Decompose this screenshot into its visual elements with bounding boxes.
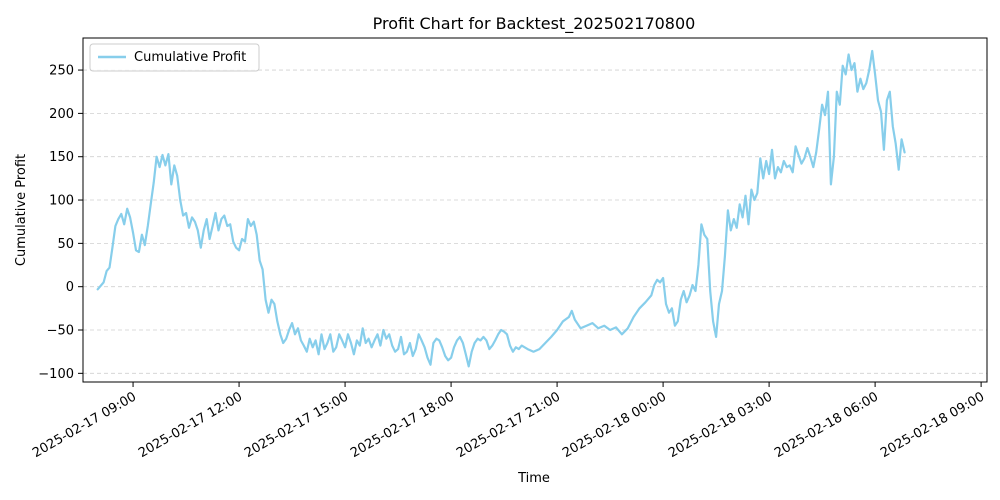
legend-label: Cumulative Profit: [134, 50, 246, 65]
y-tick-label: 150: [49, 150, 74, 165]
y-axis: −100 −50 0 50 100 150 200 250: [38, 64, 83, 382]
legend-box: [89, 43, 260, 72]
series-layer: [96, 49, 906, 368]
chart-title: Profit Chart for Backtest_202502170800: [373, 14, 696, 34]
y-tick-label: 200: [49, 107, 74, 122]
y-tick-label: 100: [49, 194, 74, 209]
y-axis-label: Cumulative Profit: [14, 154, 29, 266]
plot-frame: [82, 37, 988, 383]
y-tick-label: 0: [66, 280, 74, 295]
series-line-cumulative-profit: [96, 49, 906, 368]
y-tick-label: 50: [57, 237, 74, 252]
y-tick-label: 250: [49, 64, 74, 79]
y-tick-label: −100: [38, 367, 74, 382]
x-axis-label: Time: [517, 471, 550, 486]
legend: Cumulative Profit: [89, 43, 260, 72]
y-tick-label: −50: [47, 324, 74, 339]
